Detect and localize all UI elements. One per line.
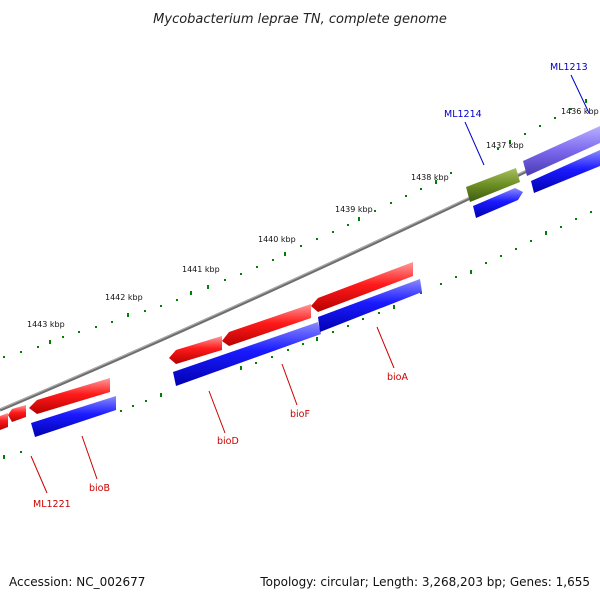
leader-line-biob <box>81 435 98 480</box>
accession-text: Accession: NC_002677 <box>9 575 145 589</box>
tick-label-1443: 1443 kbp <box>27 320 65 329</box>
gene-arrow-ml1221-part2[interactable] <box>8 405 26 422</box>
leader-line-bioa <box>376 326 395 369</box>
gene-arrow-ml1221-part1[interactable] <box>0 413 8 430</box>
leader-line-ml1214 <box>464 121 485 166</box>
leader-line-ml1221 <box>30 455 48 494</box>
gene-arrow-biof[interactable] <box>222 304 311 346</box>
gene-arrow-biod[interactable] <box>169 336 222 364</box>
leader-line-biof <box>281 363 298 406</box>
gene-label-biof[interactable]: bioF <box>290 409 310 420</box>
tick-label-1436: 1436 kbp <box>561 107 599 116</box>
tick-label-1440: 1440 kbp <box>258 235 296 244</box>
tick-label-1437: 1437 kbp <box>486 141 524 150</box>
gene-label-biod[interactable]: bioD <box>217 436 239 447</box>
cds-arrow-ml1214[interactable] <box>473 188 523 218</box>
gene-track <box>0 262 413 430</box>
cds-track <box>31 150 600 437</box>
tick-label-1442: 1442 kbp <box>105 293 143 302</box>
gene-arrow-biob[interactable] <box>29 378 110 414</box>
gene-label-biob[interactable]: bioB <box>89 483 110 494</box>
gene-label-ml1221[interactable]: ML1221 <box>33 499 71 510</box>
outer-tick-track <box>3 99 587 358</box>
gene-arrow-bioa[interactable] <box>311 262 413 312</box>
genome-summary-text: Topology: circular; Length: 3,268,203 bp… <box>259 575 590 589</box>
cds-arrow-biob[interactable] <box>31 396 116 437</box>
cds-arrow-bioa[interactable] <box>318 279 422 332</box>
tick-label-1439: 1439 kbp <box>335 205 373 214</box>
gene-label-ml1213[interactable]: ML1213 <box>550 62 588 73</box>
label-leader-lines <box>30 74 590 494</box>
leader-line-biod <box>208 390 226 434</box>
map-title: Mycobacterium leprae TN, complete genome <box>153 12 447 27</box>
gene-label-ml1214[interactable]: ML1214 <box>444 109 482 120</box>
tick-label-1441: 1441 kbp <box>182 265 220 274</box>
feature-ml1213[interactable] <box>523 126 600 176</box>
feature-ml1214[interactable] <box>466 168 520 202</box>
cds-arrow-ml1213[interactable] <box>531 150 600 193</box>
leader-line-ml1213 <box>570 74 590 114</box>
gene-label-bioa[interactable]: bioA <box>387 372 408 383</box>
tick-label-1438: 1438 kbp <box>411 173 449 182</box>
cds-arrow-biod-biof[interactable] <box>173 322 321 386</box>
inner-tick-track <box>3 211 592 459</box>
